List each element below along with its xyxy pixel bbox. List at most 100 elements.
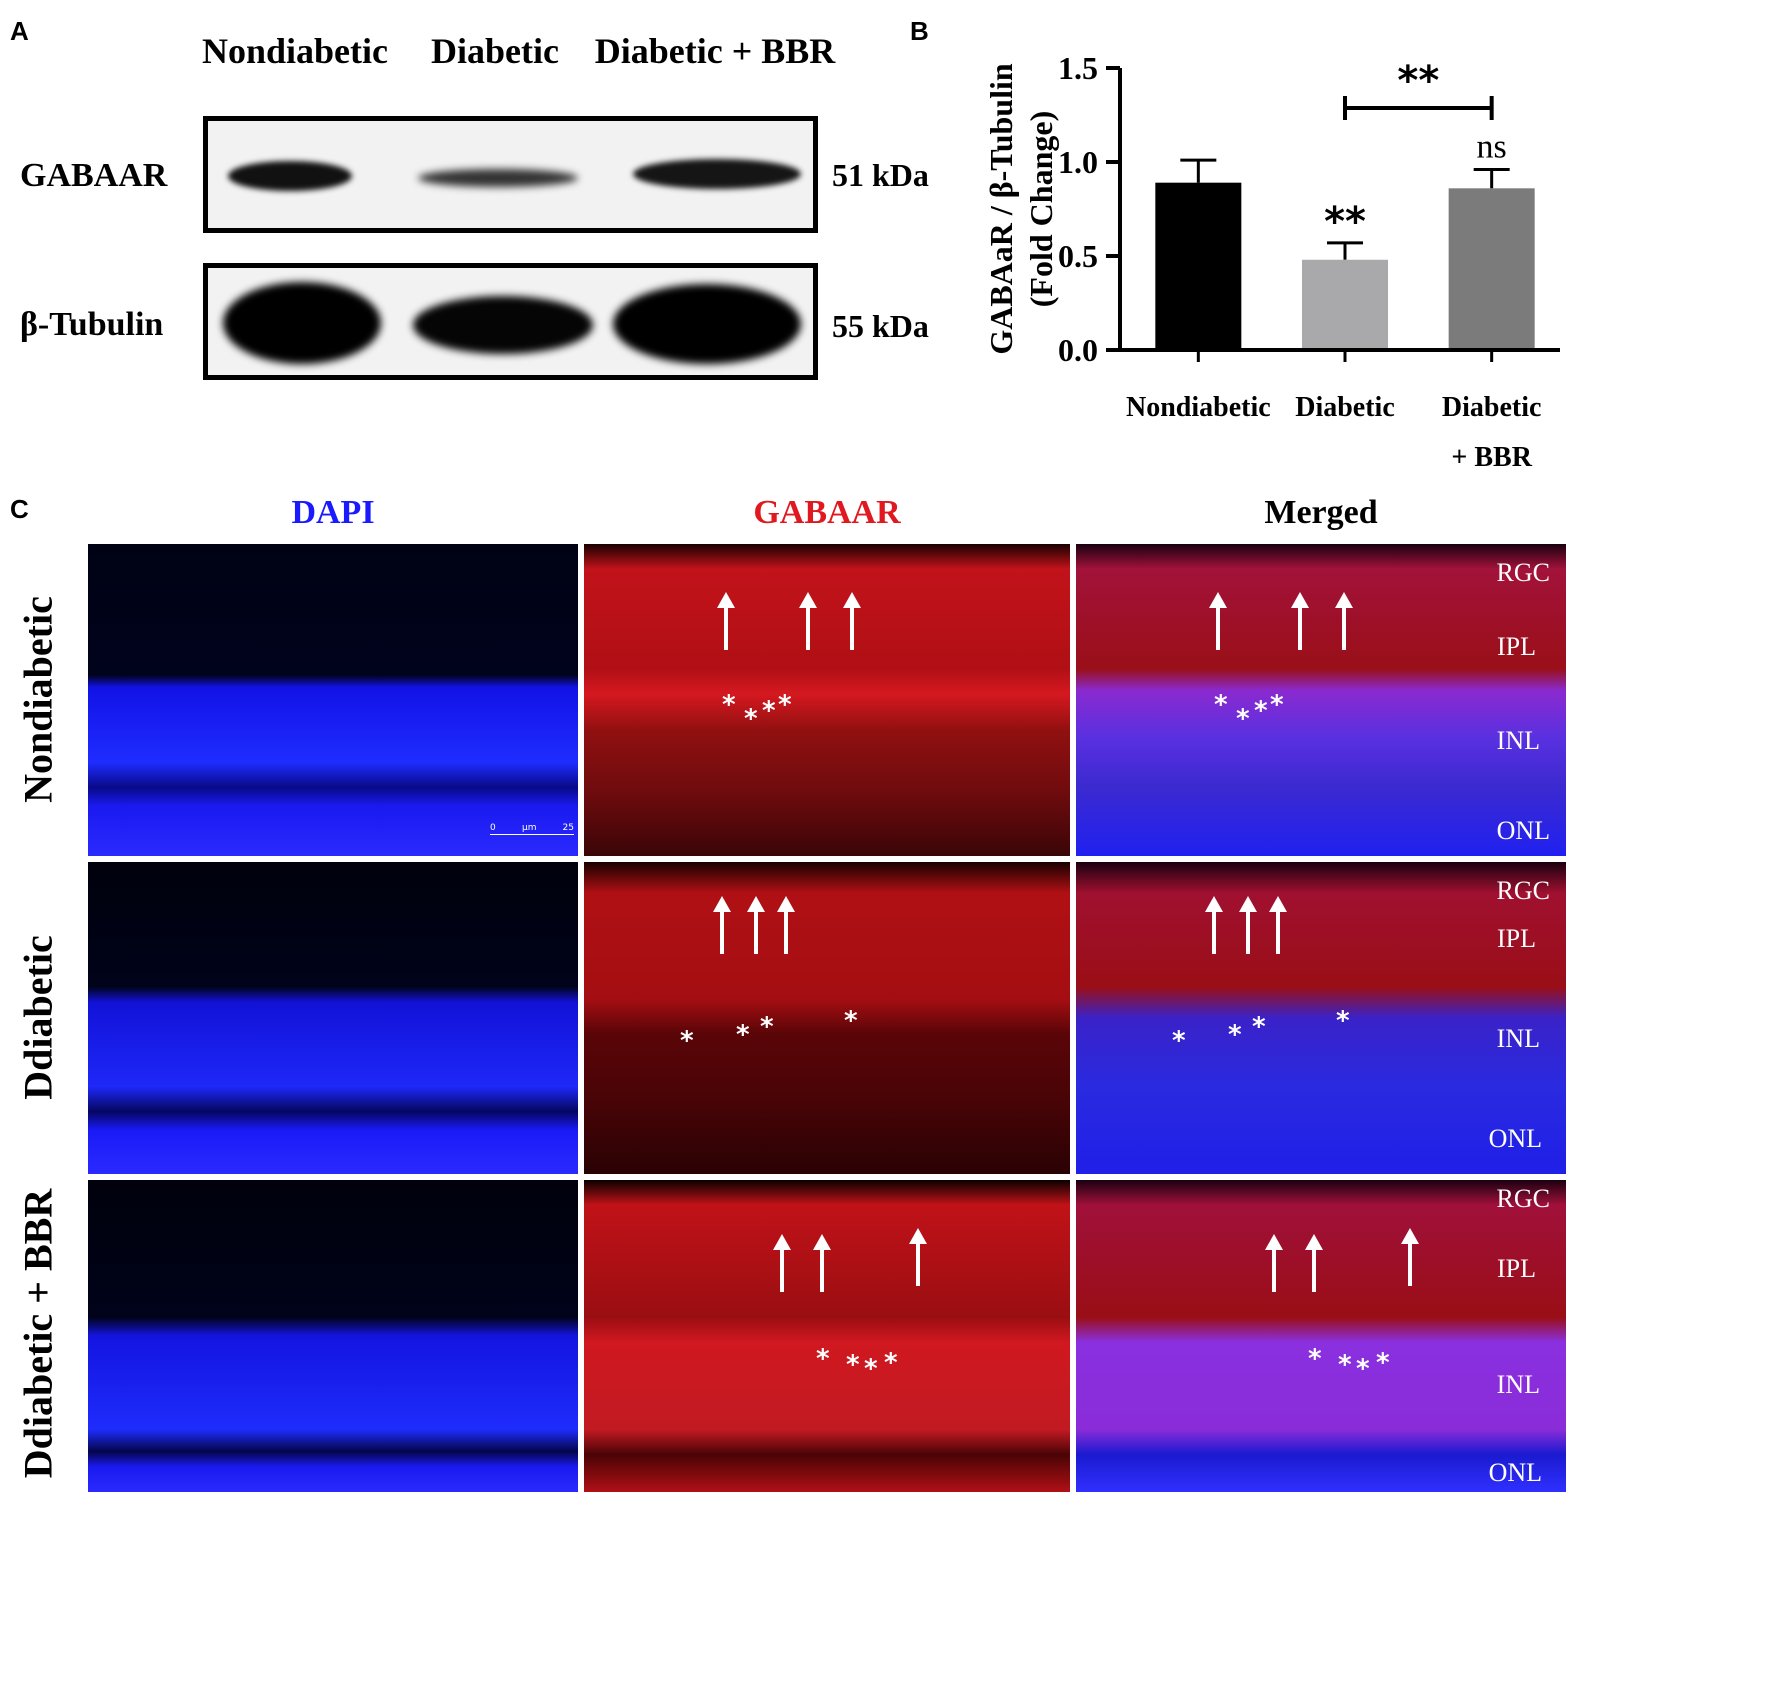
micrograph-dapi-ddiabetic-bbr (88, 1180, 578, 1492)
star-marker: * (844, 1006, 858, 1036)
significance-bracket-label: ** (1397, 58, 1439, 104)
band-tubulin-diabetic (413, 296, 593, 354)
row-label-nondiabetic: Nondiabetic (15, 596, 61, 803)
star-marker: * (1214, 690, 1228, 720)
star-marker: * (680, 1026, 694, 1056)
star-marker: * (1252, 1012, 1266, 1042)
column-head-gabaar: GABAAR (753, 494, 901, 531)
band-tubulin-bbr (613, 284, 801, 364)
star-marker: * (1338, 1350, 1352, 1380)
micrograph-dapi-ddiabetic (88, 862, 578, 1174)
column-head-merged: Merged (1264, 494, 1378, 531)
bar (1448, 188, 1535, 350)
y-tick-label: 0.0 (1058, 332, 1098, 368)
star-marker: * (884, 1348, 898, 1378)
layer-label-ipl: IPL (1497, 632, 1536, 661)
row-label-ddiabetic-bbr: Ddiabetic + BBR (15, 1188, 61, 1479)
x-tick-label: Diabetic (1295, 392, 1395, 423)
arrow-marker (1305, 1234, 1323, 1292)
star-marker: * (1172, 1026, 1186, 1056)
arrow-marker (777, 896, 795, 954)
micrograph-merged-ddiabetic: * * * * RGC IPL INL ONL (1076, 862, 1566, 1174)
band-tubulin-nondiabetic (223, 282, 381, 364)
star-marker: * (846, 1350, 860, 1380)
layer-label-onl: ONL (1488, 1124, 1542, 1153)
micrograph-gabaar-ddiabetic: * * * * (584, 862, 1070, 1174)
bar-chart: 0.0 0.5 1.0 1.5 GABAaR / β-Tubulin (Fold Chan… (983, 50, 1560, 473)
layer-label-ipl: IPL (1497, 1254, 1536, 1283)
micrograph-gabaar-nondiabetic: * * * * (584, 544, 1070, 856)
layer-label-rgc: RGC (1496, 1184, 1550, 1213)
star-marker: * (736, 1020, 750, 1050)
star-marker: * (1336, 1006, 1350, 1036)
star-marker: * (762, 696, 776, 726)
lane-label-diabetic-bbr: Diabetic + BBR (594, 31, 836, 71)
blot-row-label-tubulin: β-Tubulin (20, 306, 164, 343)
y-axis-label: (Fold Change) (1023, 111, 1059, 307)
band-gabaar-bbr (633, 159, 801, 189)
arrow-marker (1265, 1234, 1283, 1292)
column-head-dapi: DAPI (291, 494, 375, 531)
layer-label-inl: INL (1496, 1370, 1540, 1399)
star-marker: * (744, 704, 758, 734)
arrow-marker (773, 1234, 791, 1292)
arrow-marker (717, 592, 735, 650)
scale-bar-end: 25 (562, 823, 574, 833)
star-marker: * (1236, 704, 1250, 734)
star-marker: * (1254, 696, 1268, 726)
kda-tubulin: 55 kDa (832, 308, 929, 344)
x-tick-label: + BBR (1451, 442, 1532, 473)
lane-label-diabetic: Diabetic (431, 31, 559, 71)
layer-label-onl: ONL (1488, 1458, 1542, 1487)
lane-label-nondiabetic: Nondiabetic (201, 31, 388, 71)
arrow-marker (1269, 896, 1287, 954)
x-tick-label: Diabetic (1442, 392, 1542, 423)
panel-b-letter: B (910, 16, 929, 46)
star-marker: * (1308, 1344, 1322, 1374)
layer-label-inl: INL (1496, 1024, 1540, 1053)
kda-gabaar: 51 kDa (832, 157, 929, 193)
star-marker: * (760, 1012, 774, 1042)
panel-c-letter: C (10, 494, 29, 524)
row-label-ddiabetic: Ddiabetic (15, 935, 61, 1100)
layer-label-rgc: RGC (1496, 876, 1550, 905)
star-marker: * (722, 690, 736, 720)
y-tick-label: 1.5 (1058, 50, 1098, 86)
scale-bar-unit: µm (522, 823, 537, 833)
scale-bar: 0 µm 25 (490, 823, 574, 849)
star-marker: * (778, 690, 792, 720)
arrow-marker (1239, 896, 1257, 954)
arrow-marker (1205, 896, 1223, 954)
micrograph-merged-nondiabetic: * * * * RGC IPL INL ONL (1076, 544, 1566, 856)
micrograph-merged-ddiabetic-bbr: * * * * RGC IPL INL ONL (1076, 1180, 1566, 1492)
panel-a-letter: A (10, 16, 29, 46)
blot-gabaar (203, 116, 818, 233)
y-axis-label: GABAaR / β-Tubulin (983, 63, 1019, 355)
layer-label-ipl: IPL (1497, 924, 1536, 953)
layer-label-rgc: RGC (1496, 558, 1550, 587)
blot-row-label-gabaar: GABAAR (20, 157, 168, 194)
micrograph-dapi-nondiabetic: 0 µm 25 (88, 544, 578, 856)
arrow-marker (1291, 592, 1309, 650)
star-marker: * (1270, 690, 1284, 720)
y-tick-label: 0.5 (1058, 238, 1098, 274)
star-marker: * (1376, 1348, 1390, 1378)
arrow-marker (1209, 592, 1227, 650)
arrow-marker (843, 592, 861, 650)
arrow-marker (1335, 592, 1353, 650)
arrow-marker (713, 896, 731, 954)
star-marker: * (864, 1354, 878, 1384)
band-gabaar-diabetic (418, 169, 578, 187)
arrow-marker (909, 1228, 927, 1286)
layer-label-inl: INL (1496, 726, 1540, 755)
significance-diabetic: ** (1324, 199, 1366, 245)
micrograph-gabaar-ddiabetic-bbr: * * * * (584, 1180, 1070, 1492)
layer-label-onl: ONL (1496, 816, 1550, 845)
arrow-marker (813, 1234, 831, 1292)
bar (1302, 259, 1388, 350)
star-marker: * (1356, 1354, 1370, 1384)
bar (1155, 182, 1242, 350)
scale-bar-start: 0 (490, 823, 496, 833)
band-gabaar-nondiabetic (228, 161, 352, 191)
star-marker: * (816, 1344, 830, 1374)
